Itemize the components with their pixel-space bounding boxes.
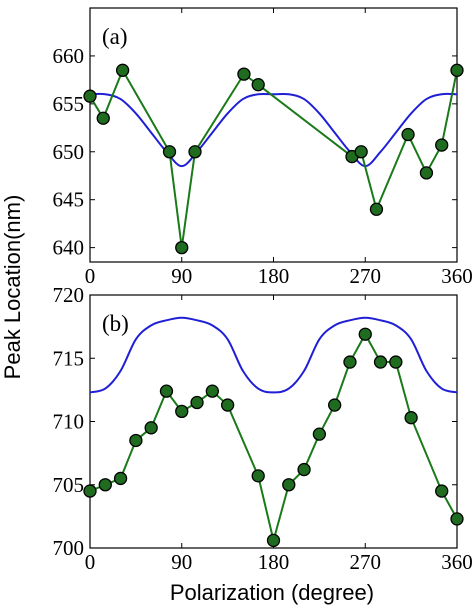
data-point bbox=[266, 533, 281, 548]
y-tick-label: 710 bbox=[53, 410, 85, 434]
data-point bbox=[435, 138, 449, 152]
x-axis-label: Polarization (degree) bbox=[170, 580, 374, 605]
data-point bbox=[358, 327, 372, 341]
panel-b: (b) 0 90 180 270 360 700 705 710 715 720 bbox=[53, 283, 473, 574]
data-point bbox=[96, 111, 110, 125]
data-point bbox=[190, 395, 204, 410]
panel-a-model-curve bbox=[89, 92, 458, 168]
panel-b-measured-line bbox=[89, 332, 458, 541]
panel-b-label: (b) bbox=[102, 311, 129, 336]
data-point bbox=[419, 166, 434, 180]
panel-b-frame bbox=[89, 294, 458, 549]
y-tick-label: 640 bbox=[53, 236, 85, 260]
panel-b-model-curve bbox=[89, 316, 458, 394]
data-point bbox=[389, 355, 403, 369]
y-tick-label: 645 bbox=[53, 188, 85, 212]
data-point bbox=[144, 421, 158, 435]
data-point bbox=[450, 63, 464, 77]
data-point bbox=[251, 78, 265, 92]
x-tick-label: 360 bbox=[441, 264, 473, 288]
x-tick-label: 360 bbox=[441, 550, 473, 574]
x-tick-label: 90 bbox=[171, 264, 192, 288]
data-point bbox=[282, 478, 296, 492]
data-point bbox=[113, 471, 128, 486]
panel-a-label: (a) bbox=[102, 24, 128, 49]
panel-a-markers bbox=[83, 63, 464, 255]
x-tick-label: 0 bbox=[85, 550, 96, 574]
data-point bbox=[83, 89, 97, 103]
x-tick-label: 270 bbox=[350, 264, 382, 288]
data-point bbox=[401, 127, 415, 142]
panel-b-markers bbox=[83, 327, 464, 548]
y-tick-label: 720 bbox=[53, 283, 85, 307]
data-point bbox=[162, 145, 177, 159]
data-point bbox=[369, 202, 384, 216]
panel-a-ticks: 0 90 180 270 360 640 645 650 655 660 bbox=[53, 8, 473, 288]
data-point bbox=[328, 398, 342, 412]
data-point bbox=[435, 484, 449, 498]
panel-a: (a) 0 90 180 270 360 640 645 650 655 660 bbox=[53, 7, 473, 288]
data-point bbox=[297, 462, 311, 477]
y-tick-label: 700 bbox=[53, 536, 85, 560]
y-tick-label: 715 bbox=[53, 346, 85, 370]
y-tick-label: 660 bbox=[53, 44, 85, 68]
panel-a-measured-line bbox=[89, 68, 458, 248]
data-point bbox=[175, 240, 189, 255]
data-point bbox=[312, 427, 327, 441]
y-tick-label: 650 bbox=[53, 140, 85, 164]
data-point bbox=[373, 355, 388, 369]
panel-b-ticks: 0 90 180 270 360 700 705 710 715 720 bbox=[53, 283, 473, 574]
y-tick-label: 655 bbox=[53, 92, 85, 116]
data-point bbox=[129, 433, 143, 448]
x-tick-label: 90 bbox=[171, 550, 192, 574]
y-tick-label: 705 bbox=[53, 473, 85, 497]
x-tick-label: 0 bbox=[85, 264, 96, 288]
y-axis-label: Peak Location(nm) bbox=[0, 195, 25, 380]
data-point bbox=[237, 67, 251, 81]
data-point bbox=[450, 512, 464, 526]
data-point bbox=[220, 398, 235, 412]
data-point bbox=[115, 63, 130, 77]
data-point bbox=[175, 404, 189, 419]
data-point bbox=[354, 145, 368, 159]
data-point bbox=[188, 145, 202, 159]
data-point bbox=[83, 484, 97, 498]
data-point bbox=[404, 411, 418, 425]
data-point bbox=[98, 478, 112, 492]
x-tick-label: 180 bbox=[258, 550, 290, 574]
x-tick-label: 180 bbox=[258, 264, 290, 288]
data-point bbox=[159, 384, 174, 398]
x-tick-label: 270 bbox=[350, 550, 382, 574]
data-point bbox=[205, 384, 219, 398]
data-point bbox=[251, 469, 265, 483]
data-point bbox=[343, 355, 357, 369]
